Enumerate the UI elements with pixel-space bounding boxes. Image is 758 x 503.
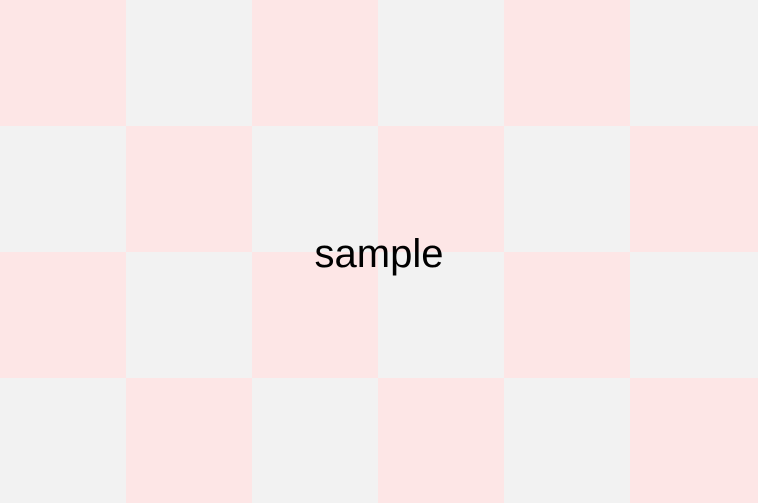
checker-tile <box>504 378 630 503</box>
checker-tile <box>630 378 758 503</box>
checker-tile <box>504 0 630 126</box>
checker-tile <box>630 252 758 378</box>
checker-tile <box>126 378 252 503</box>
checker-tile <box>126 0 252 126</box>
checker-tile <box>378 252 504 378</box>
checker-tile <box>252 0 378 126</box>
checker-tile <box>630 0 758 126</box>
checker-tile <box>252 252 378 378</box>
checker-tile <box>378 126 504 252</box>
sample-caption: sample <box>314 232 444 276</box>
checker-tile <box>630 126 758 252</box>
checker-tile <box>0 0 126 126</box>
checker-tile <box>378 0 504 126</box>
checker-tile <box>504 126 630 252</box>
checker-tile <box>252 378 378 503</box>
checker-tile <box>252 126 378 252</box>
checker-tile <box>126 252 252 378</box>
checker-tile <box>378 378 504 503</box>
checker-tile <box>0 378 126 503</box>
checker-tile <box>0 126 126 252</box>
checker-tile <box>0 252 126 378</box>
checker-tile <box>504 252 630 378</box>
checker-tile <box>126 126 252 252</box>
